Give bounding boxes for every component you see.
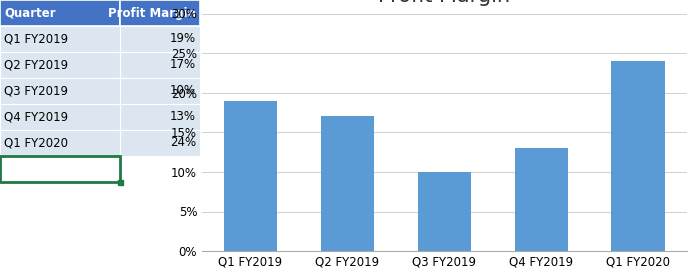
Bar — [0, 52, 120, 78]
Text: Profit Margin: Profit Margin — [108, 6, 196, 19]
Bar — [120, 0, 200, 26]
Bar — [611, 61, 664, 251]
Bar — [120, 52, 200, 78]
Bar — [120, 26, 200, 52]
Bar — [0, 156, 120, 182]
Bar — [0, 0, 120, 26]
Text: 19%: 19% — [170, 32, 196, 46]
Bar — [120, 104, 200, 130]
Bar — [321, 116, 374, 251]
Text: 24%: 24% — [170, 137, 196, 150]
Text: Q1 FY2019: Q1 FY2019 — [4, 32, 68, 46]
Text: 13%: 13% — [170, 110, 196, 123]
Text: Q1 FY2020: Q1 FY2020 — [4, 137, 68, 150]
Bar — [0, 104, 120, 130]
Text: Q2 FY2019: Q2 FY2019 — [4, 59, 68, 72]
Bar — [0, 130, 120, 156]
Bar — [120, 78, 200, 104]
Text: 10%: 10% — [170, 85, 196, 97]
Bar — [224, 101, 277, 251]
Bar — [417, 172, 471, 251]
Text: Q3 FY2019: Q3 FY2019 — [4, 85, 68, 97]
Bar — [515, 148, 568, 251]
Bar — [120, 130, 200, 156]
Title: Profit Margin: Profit Margin — [378, 0, 511, 6]
Text: Quarter: Quarter — [4, 6, 56, 19]
Bar — [117, 180, 123, 184]
Text: 17%: 17% — [170, 59, 196, 72]
Text: Q4 FY2019: Q4 FY2019 — [4, 110, 68, 123]
Bar — [0, 26, 120, 52]
Bar — [0, 78, 120, 104]
